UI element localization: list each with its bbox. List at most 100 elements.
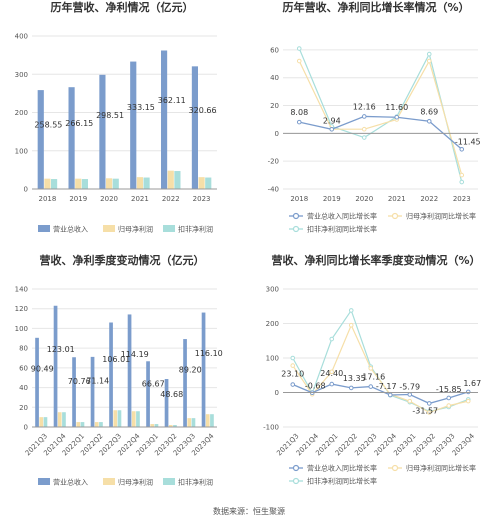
y-tick-label: 100 bbox=[15, 325, 28, 333]
data-point bbox=[459, 146, 465, 152]
bar bbox=[35, 337, 39, 427]
data-point bbox=[407, 398, 413, 404]
y-tick-label: -20 bbox=[268, 158, 279, 166]
bar bbox=[113, 410, 118, 427]
data-label: -5.79 bbox=[399, 382, 420, 391]
data-label: 66.67 bbox=[142, 379, 165, 388]
data-label: -15.85 bbox=[436, 385, 462, 394]
bar bbox=[39, 417, 44, 427]
x-tick-label: 2022 bbox=[162, 195, 180, 203]
bar bbox=[117, 410, 122, 427]
data-point bbox=[348, 308, 354, 313]
bar bbox=[62, 412, 66, 427]
bar bbox=[80, 422, 85, 427]
bar bbox=[37, 90, 44, 189]
bar bbox=[136, 177, 143, 189]
bar bbox=[173, 425, 177, 427]
bar bbox=[210, 414, 214, 427]
data-point bbox=[394, 114, 400, 120]
series-line bbox=[292, 309, 469, 413]
x-tick-label: 2021 bbox=[131, 195, 149, 203]
bar bbox=[131, 411, 136, 427]
y-tick-label: 0 bbox=[275, 389, 279, 397]
data-point bbox=[368, 366, 374, 371]
y-tick-label: 120 bbox=[15, 305, 28, 313]
x-tick-label: 2018 bbox=[39, 195, 57, 203]
legend-swatch bbox=[38, 225, 50, 232]
legend-label: 扣非净利润 bbox=[178, 225, 213, 234]
data-label: 8.69 bbox=[420, 107, 438, 116]
bar bbox=[154, 424, 159, 427]
data-point bbox=[361, 114, 367, 119]
x-tick-label: 2020 bbox=[100, 195, 118, 203]
data-point bbox=[329, 126, 335, 132]
data-label: 123.01 bbox=[47, 345, 75, 354]
data-label: 23.10 bbox=[281, 370, 304, 379]
data-point bbox=[329, 381, 335, 387]
data-label: 17.16 bbox=[362, 373, 385, 382]
data-label: 11.60 bbox=[385, 103, 408, 112]
data-label: 116.10 bbox=[195, 349, 223, 358]
bar bbox=[161, 50, 168, 190]
legend: 营业总收入 归母净利润 扣非净利润 bbox=[38, 478, 213, 487]
legend-label: 营业总收入同比增长率 bbox=[307, 464, 377, 473]
y-tick-label: 40 bbox=[270, 74, 279, 82]
legend-label: 扣非净利润同比增长率 bbox=[307, 477, 377, 486]
data-label: 13.35 bbox=[343, 374, 366, 383]
data-point bbox=[465, 389, 471, 395]
legend-label: 营业总收入 bbox=[53, 478, 88, 487]
data-label: 2.94 bbox=[323, 116, 341, 125]
quarterly-values-chart: 营收、净利季度变动情况（亿元） 0 20 40 60 80 100 120 140 90.49 12… bbox=[15, 253, 223, 487]
y-tick-label: 20 bbox=[19, 404, 28, 412]
y-tick-label: -100 bbox=[263, 424, 279, 432]
data-label: 24.40 bbox=[320, 369, 343, 378]
y-tick-label: 300 bbox=[266, 286, 279, 294]
bar bbox=[81, 179, 88, 189]
bar bbox=[43, 417, 48, 427]
bar bbox=[51, 179, 58, 189]
bar bbox=[57, 412, 62, 427]
data-point bbox=[361, 135, 367, 140]
data-label: 71.14 bbox=[86, 377, 109, 386]
x-tick-label: 2020 bbox=[355, 195, 373, 203]
bar bbox=[198, 177, 205, 189]
data-label: 48.68 bbox=[160, 390, 183, 399]
y-tick-label: 100 bbox=[15, 147, 28, 155]
data-point bbox=[426, 401, 432, 406]
data-point bbox=[290, 382, 296, 387]
y-tick-label: 100 bbox=[266, 355, 279, 363]
y-tick-label: 0 bbox=[24, 424, 28, 432]
legend-marker bbox=[292, 464, 300, 472]
data-point bbox=[290, 363, 296, 368]
x-tick-label: 2019 bbox=[69, 195, 87, 203]
data-point bbox=[426, 118, 432, 124]
bar bbox=[136, 411, 140, 427]
source-note: 数据来源：恒生聚源 bbox=[213, 506, 285, 516]
bar bbox=[164, 379, 169, 427]
series-line bbox=[292, 323, 469, 414]
series-line bbox=[298, 59, 463, 176]
series-line bbox=[298, 48, 463, 183]
legend-swatch bbox=[103, 478, 115, 485]
legend-label: 扣非净利润 bbox=[178, 478, 213, 487]
bar bbox=[112, 178, 119, 189]
data-label: -31.57 bbox=[412, 406, 438, 415]
data-point bbox=[361, 126, 367, 132]
data-point bbox=[348, 385, 354, 391]
legend-swatch bbox=[103, 225, 115, 232]
bar bbox=[183, 339, 187, 427]
legend-marker bbox=[391, 212, 399, 220]
y-tick-label: 20 bbox=[270, 102, 279, 110]
data-label: 298.51 bbox=[96, 111, 124, 120]
data-label: 8.08 bbox=[290, 108, 308, 117]
data-label: -11.45 bbox=[455, 137, 481, 146]
x-tick-label: 2023Q4 bbox=[451, 432, 477, 458]
series-line bbox=[292, 383, 469, 405]
data-label: 1.67 bbox=[463, 379, 481, 388]
bar bbox=[106, 178, 113, 189]
data-point bbox=[329, 336, 335, 342]
y-tick-label: 40 bbox=[19, 384, 28, 392]
chart-title: 历年营收、净利情况（亿元） bbox=[51, 0, 194, 14]
